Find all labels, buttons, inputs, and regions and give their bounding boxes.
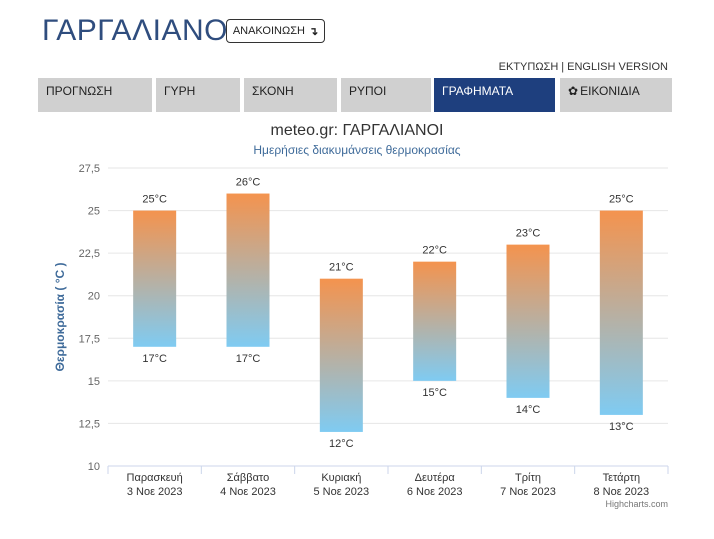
tab-label: ΓΡΑΦΗΜΑΤΑ [442, 84, 514, 98]
print-link[interactable]: ΕΚΤΥΠΩΣΗ [498, 61, 559, 73]
tab-charts[interactable]: ΓΡΑΦΗΜΑΤΑ [434, 78, 555, 112]
x-tick-date-label: 8 Νοε 2023 [593, 486, 649, 498]
arrow-down-return-icon: ↴ [308, 25, 319, 38]
x-tick-date-label: 7 Νοε 2023 [500, 486, 556, 498]
axes: 10 12,5 15 17,5 20 22,5 25 27,5 Θερμοκρασία ( °C… [53, 163, 669, 498]
tab-label: ΡΥΠΟΙ [349, 84, 387, 98]
high-temp-label: 22°C [422, 245, 447, 257]
temperature-range-bar [506, 244, 550, 398]
temperature-range-bar [319, 278, 363, 432]
chart-subtitle: Ημερήσιες διακυμάνσεις θερμοκρασίας [253, 143, 461, 157]
gear-icon: ✿ [568, 84, 579, 98]
y-tick-label: 10 [88, 461, 100, 473]
page-title: ΓΑΡΓΑΛΙΑΝΟΙ [42, 14, 237, 47]
announcement-button[interactable]: ΑΝΑΚΟΙΝΩΣΗ ↴ [226, 19, 325, 43]
x-tick-date-label: 4 Νοε 2023 [220, 486, 276, 498]
tab-label: ΓΥΡΗ [164, 84, 196, 98]
chart-svg: 25°C 17°C 26°C 17°C 21°C 12°C 22°C 15°C 23°C 14°C… [53, 163, 669, 498]
y-tick-label: 12,5 [79, 418, 100, 430]
y-tick-label: 20 [88, 291, 100, 303]
temperature-chart: 25°C 17°C 26°C 17°C 21°C 12°C 22°C 15°C 23°C 14°C… [0, 118, 714, 539]
y-tick-label: 22,5 [79, 248, 100, 260]
credits-link[interactable]: Highcharts.com [605, 499, 668, 509]
x-tick-day-label: Τρίτη [515, 472, 541, 484]
low-temp-label: 17°C [142, 353, 167, 365]
tab-icons[interactable]: ✿ ΕΙΚΟΝΙΔΙΑ [560, 78, 672, 112]
tab-dust[interactable]: ΣΚΟΝΗ [244, 78, 337, 112]
tab-label: ΣΚΟΝΗ [252, 84, 294, 98]
temperature-range-bar [413, 261, 457, 381]
temperature-range-bar [599, 210, 643, 415]
bars [133, 193, 643, 432]
y-tick-label: 17,5 [79, 333, 100, 345]
nav-tabs: ΠΡΟΓΝΩΣΗ ΓΥΡΗ ΣΚΟΝΗ ΡΥΠΟΙ ΓΡΑΦΗΜΑΤΑ ✿ ΕΙΚ… [38, 78, 672, 112]
tab-pollen[interactable]: ΓΥΡΗ [156, 78, 240, 112]
english-version-link[interactable]: ENGLISH VERSION [567, 61, 668, 73]
x-tick-date-label: 5 Νοε 2023 [313, 486, 369, 498]
high-temp-label: 23°C [516, 228, 541, 240]
x-tick-day-label: Σάββατο [227, 472, 269, 484]
y-tick-label: 25 [88, 206, 100, 218]
y-tick-label: 27,5 [79, 163, 100, 175]
x-tick-date-label: 6 Νοε 2023 [407, 486, 463, 498]
temperature-range-bar [133, 210, 177, 347]
announcement-label: ΑΝΑΚΟΙΝΩΣΗ [232, 25, 305, 37]
low-temp-label: 13°C [609, 421, 634, 433]
low-temp-label: 14°C [516, 404, 541, 416]
tab-pollutants[interactable]: ΡΥΠΟΙ [341, 78, 431, 112]
high-temp-label: 25°C [609, 194, 634, 206]
low-temp-label: 12°C [329, 438, 354, 450]
high-temp-label: 21°C [329, 262, 354, 274]
temperature-range-bar [226, 193, 270, 347]
top-links: ΕΚΤΥΠΩΣΗ | ENGLISH VERSION [499, 61, 668, 73]
link-separator: | [561, 61, 565, 73]
grid-lines [108, 167, 668, 467]
tab-label: ΕΙΚΟΝΙΔΙΑ [580, 84, 640, 98]
low-temp-label: 17°C [236, 353, 261, 365]
x-tick-day-label: Τετάρτη [603, 472, 641, 484]
tab-label: ΠΡΟΓΝΩΣΗ [46, 84, 113, 98]
y-tick-label: 15 [88, 376, 100, 388]
x-tick-day-label: Παρασκευή [127, 472, 183, 484]
y-axis-title: Θερμοκρασία ( °C ) [53, 263, 67, 372]
chart-title: meteo.gr: ΓΑΡΓΑΛΙΑΝΟΙ [270, 122, 444, 139]
high-temp-label: 26°C [236, 177, 261, 189]
data-labels: 25°C 17°C 26°C 17°C 21°C 12°C 22°C 15°C 23°C 14°C… [142, 177, 633, 450]
low-temp-label: 15°C [422, 387, 447, 399]
x-tick-day-label: Κυριακή [321, 472, 361, 484]
x-tick-date-label: 3 Νοε 2023 [127, 486, 183, 498]
high-temp-label: 25°C [142, 194, 167, 206]
x-tick-day-label: Δευτέρα [415, 472, 456, 484]
tab-forecast[interactable]: ΠΡΟΓΝΩΣΗ [38, 78, 152, 112]
